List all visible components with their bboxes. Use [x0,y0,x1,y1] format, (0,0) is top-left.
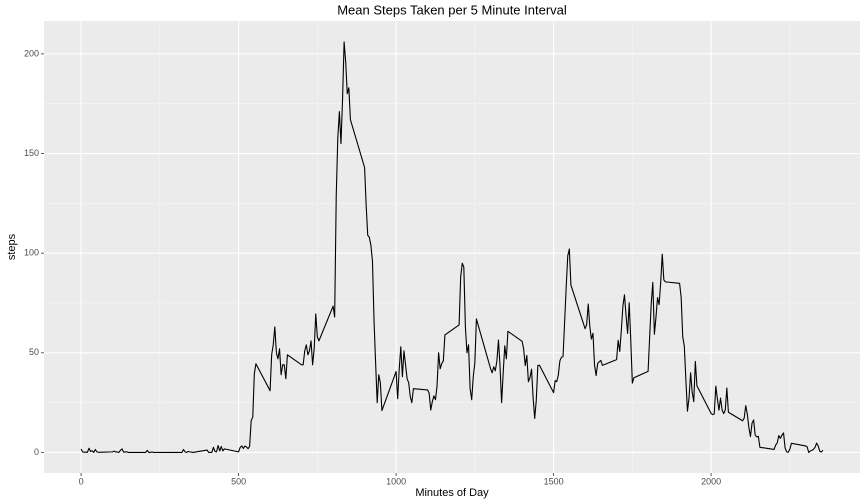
y-tick-label: 50 [29,347,39,357]
grid [44,21,860,473]
x-tick-label: 1500 [544,476,564,486]
y-tick-label: 100 [24,248,39,258]
x-tick-label: 2000 [701,476,721,486]
panel-background [44,21,860,473]
y-tick-label: 0 [34,447,39,457]
chart-title: Mean Steps Taken per 5 Minute Interval [337,2,567,17]
x-tick-label: 500 [231,476,246,486]
axis-labels: 0 500 1000 1500 2000 0 50 100 150 200 [24,48,721,486]
y-tick-label: 150 [24,148,39,158]
y-tick-label: 200 [24,48,39,58]
plot-area [80,41,824,454]
x-tick-label: 0 [79,476,84,486]
x-axis-title: Minutes of Day [415,487,489,499]
data-line [80,41,824,454]
y-axis-title: steps [6,233,18,260]
x-tick-label: 1000 [386,476,406,486]
